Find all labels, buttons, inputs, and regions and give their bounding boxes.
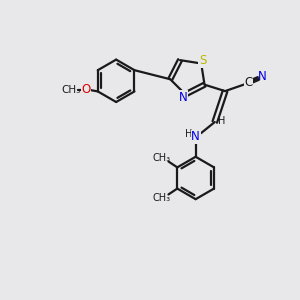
Text: CH₃: CH₃	[61, 85, 81, 95]
Text: CH₃: CH₃	[152, 193, 170, 203]
Text: H: H	[185, 129, 193, 140]
Text: N: N	[258, 70, 267, 83]
Text: S: S	[199, 54, 206, 67]
Text: H: H	[218, 116, 225, 126]
Text: O: O	[81, 83, 91, 96]
Text: C: C	[244, 76, 253, 89]
Text: N: N	[191, 130, 200, 143]
Text: N: N	[179, 91, 188, 104]
Text: CH₃: CH₃	[152, 153, 170, 163]
